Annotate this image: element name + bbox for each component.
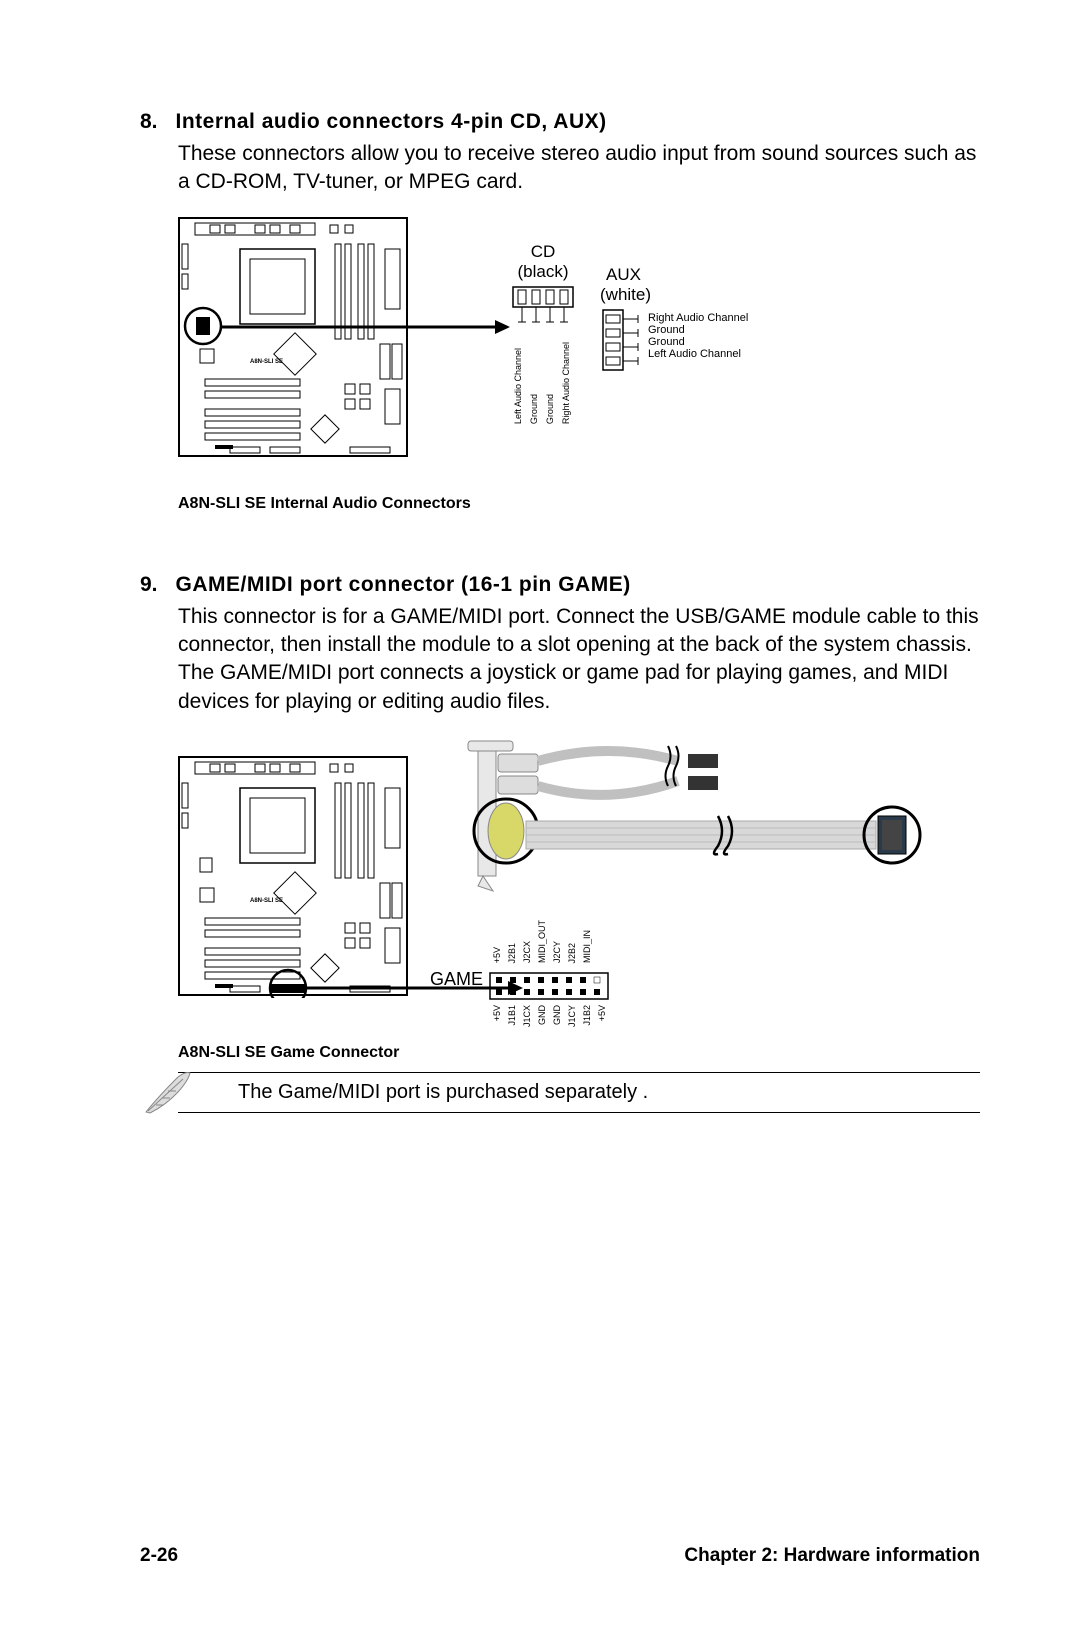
- note-text: The Game/MIDI port is purchased separate…: [238, 1081, 648, 1103]
- mobo-model-label-1: A8N-SLI SE: [250, 359, 283, 365]
- aux-pin-2: Ground: [648, 336, 748, 348]
- game-pinout-svg: [488, 971, 628, 1001]
- game-bracket-svg: [458, 736, 958, 896]
- aux-pin-1: Ground: [648, 324, 748, 336]
- mobo-svg-1: [180, 219, 410, 459]
- section-9-diagram: A8N-SLI SE: [178, 736, 980, 1036]
- cd-connector: CD (black) Left Audio Channel Ground: [498, 242, 588, 337]
- arrow-1: [220, 317, 510, 337]
- game-pin-top-5: J2B2: [567, 943, 577, 964]
- section-9-body: This connector is for a GAME/MIDI port. …: [178, 603, 980, 716]
- game-label: GAME: [430, 969, 483, 990]
- page-number: 2-26: [140, 1545, 178, 1567]
- aux-label-1: AUX: [606, 265, 818, 285]
- game-pin-bot-1: J1B1: [507, 1005, 517, 1026]
- section-8: 8. Internal audio connectors 4-pin CD, A…: [140, 110, 980, 513]
- game-pin-top-0: +5V: [492, 947, 502, 963]
- aux-connector: AUX (white) Right Audio Channel Ground: [598, 265, 818, 390]
- section-9: 9. GAME/MIDI port connector (16-1 pin GA…: [140, 573, 980, 1113]
- section-9-number: 9.: [140, 573, 158, 597]
- cd-label-2: (black): [498, 262, 588, 282]
- section-9-title: GAME/MIDI port connector (16-1 pin GAME): [176, 573, 631, 597]
- section-9-heading: 9. GAME/MIDI port connector (16-1 pin GA…: [140, 573, 980, 597]
- section-8-number: 8.: [140, 110, 158, 134]
- motherboard-outline-2: A8N-SLI SE: [178, 756, 408, 996]
- game-pin-top-2: J2CX: [522, 941, 532, 963]
- cd-pin-1: Ground: [529, 342, 539, 424]
- game-pin-top-6: MIDI_IN: [582, 930, 592, 963]
- mobo-model-label-2: A8N-SLI SE: [250, 898, 283, 904]
- section-8-diagram: A8N-SLI SE CD (black): [178, 217, 980, 487]
- aux-pin-0: Right Audio Channel: [648, 312, 748, 324]
- cd-pin-3: Right Audio Channel: [561, 342, 571, 424]
- game-pinout: GAME +5V J2B1 J2CX MIDI_OUT J2CY J2B2 MI…: [488, 971, 628, 1006]
- page-footer: 2-26 Chapter 2: Hardware information: [0, 1545, 1080, 1567]
- section-8-title: Internal audio connectors 4-pin CD, AUX): [176, 110, 607, 134]
- game-pin-top-3: MIDI_OUT: [537, 920, 547, 963]
- feather-icon: [138, 1067, 198, 1117]
- cd-pin-0: Left Audio Channel: [513, 342, 523, 424]
- section-8-heading: 8. Internal audio connectors 4-pin CD, A…: [140, 110, 980, 134]
- motherboard-outline-1: A8N-SLI SE: [178, 217, 408, 457]
- cd-label-1: CD: [498, 242, 588, 262]
- chapter-label: Chapter 2: Hardware information: [684, 1545, 980, 1567]
- game-pin-top-1: J2B1: [507, 943, 517, 964]
- game-pin-top-4: J2CY: [552, 941, 562, 963]
- cd-connector-svg: [498, 282, 588, 332]
- section-8-body: These connectors allow you to receive st…: [178, 140, 980, 197]
- section-9-caption: A8N-SLI SE Game Connector: [178, 1044, 980, 1062]
- game-pin-bot-2: J1CX: [522, 1005, 532, 1027]
- game-pin-bot-0: +5V: [492, 1005, 502, 1021]
- game-pin-bot-3: GND: [537, 1005, 547, 1025]
- aux-label-2: (white): [600, 285, 818, 305]
- game-pin-bot-7: +5V: [597, 1005, 607, 1021]
- game-pin-bot-6: J1B2: [582, 1005, 592, 1026]
- mobo-svg-2: [180, 758, 410, 998]
- section-9-note: The Game/MIDI port is purchased separate…: [178, 1072, 980, 1113]
- game-pin-bot-5: J1CY: [567, 1005, 577, 1027]
- game-pin-bot-4: GND: [552, 1005, 562, 1025]
- section-8-caption: A8N-SLI SE Internal Audio Connectors: [178, 495, 980, 513]
- cd-pin-2: Ground: [545, 342, 555, 424]
- aux-pin-3: Left Audio Channel: [648, 348, 748, 360]
